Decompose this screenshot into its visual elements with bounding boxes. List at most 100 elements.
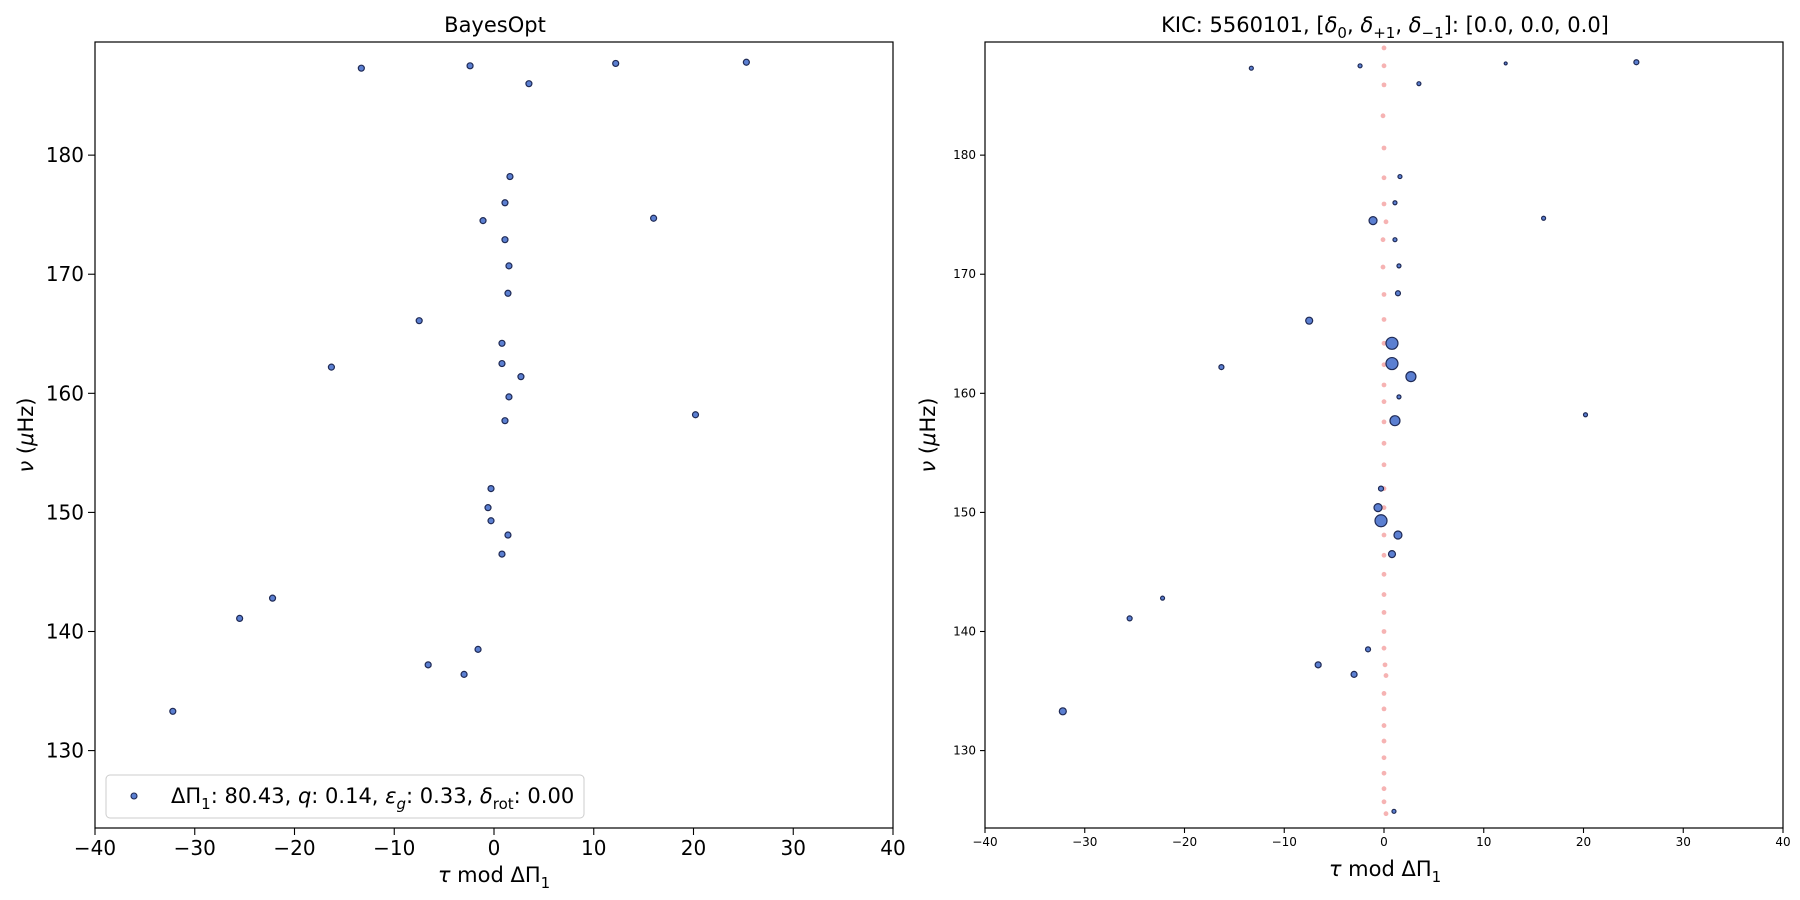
model-point (1381, 645, 1387, 651)
data-point (612, 59, 620, 68)
scatter-points (169, 58, 750, 715)
data-point (1126, 615, 1133, 622)
panel-bayesopt: BayesOpt −40 −30 −20 −10 0 10 20 30 40 130 140 150… (14, 13, 906, 892)
model-point (1381, 770, 1387, 776)
model-point (1381, 592, 1387, 597)
y-ticks: 130 140 150 160 170 180 (953, 148, 985, 758)
x-tick-label: 40 (1775, 835, 1790, 849)
model-point (1381, 145, 1387, 151)
model-point (1380, 237, 1386, 243)
model-point (1381, 440, 1387, 446)
data-point (1058, 707, 1067, 716)
data-point (1396, 263, 1402, 269)
model-point (1381, 175, 1387, 181)
data-point (1397, 173, 1403, 180)
model-point (1381, 723, 1387, 728)
data-point (474, 645, 482, 653)
data-point (498, 339, 506, 347)
data-point (236, 614, 244, 623)
data-point (1159, 595, 1166, 601)
y-ticks: 130 140 150 160 170 180 (46, 143, 95, 763)
data-point (357, 64, 365, 72)
data-point (1218, 364, 1225, 371)
model-point (1381, 706, 1387, 712)
data-point (1350, 670, 1358, 678)
data-point (742, 58, 750, 66)
x-tick-label: −30 (174, 836, 216, 860)
data-point (415, 317, 423, 325)
data-point (1377, 485, 1385, 492)
model-point (1380, 264, 1386, 270)
data-point (1314, 661, 1322, 669)
data-point (1396, 394, 1402, 400)
model-point (1381, 532, 1387, 538)
data-point (484, 504, 492, 512)
data-point (1385, 336, 1399, 350)
y-tick-label: 160 (46, 381, 84, 405)
model-point (1381, 571, 1387, 577)
y-tick-label: 180 (953, 148, 976, 162)
y-tick-label: 130 (953, 744, 976, 758)
data-point (169, 707, 177, 715)
y-tick-label: 160 (953, 386, 976, 400)
x-tick-label: 20 (681, 836, 706, 860)
y-tick-label: 130 (46, 739, 84, 763)
data-point (1405, 371, 1417, 383)
model-point (1381, 419, 1387, 425)
data-point (327, 363, 336, 371)
legend: ΔΠ1: 80.43, q: 0.14, εg: 0.33, δrot: 0.0… (105, 774, 585, 819)
model-point (1381, 362, 1387, 368)
y-tick-label: 170 (953, 267, 976, 281)
x-ticks: −40 −30 −20 −10 0 10 20 30 40 (74, 828, 906, 860)
y-tick-label: 180 (46, 143, 84, 167)
model-point (1381, 691, 1387, 696)
model-point (1381, 201, 1387, 207)
data-point (1385, 356, 1399, 371)
model-point (1381, 292, 1387, 297)
x-tick-label: −10 (373, 836, 415, 860)
data-point (479, 217, 487, 225)
y-axis-label: ν (μHz) (916, 398, 940, 473)
data-point (1540, 215, 1547, 221)
x-tick-label: 20 (1576, 835, 1591, 849)
data-point (1392, 237, 1398, 243)
x-tick-label: −10 (1272, 835, 1297, 849)
data-point (1416, 81, 1422, 87)
data-point (498, 359, 506, 368)
model-point (1381, 462, 1387, 468)
data-point (525, 80, 533, 88)
x-tick-label: 10 (1476, 835, 1491, 849)
model-point (1383, 673, 1389, 678)
y-axis-label: ν (μHz) (14, 398, 38, 473)
panel-kic: KIC: 5560101, [δ0, δ+1, δ−1]: [0.0, 0.0,… (916, 13, 1791, 886)
data-point (1368, 216, 1378, 226)
data-point (1394, 290, 1402, 297)
model-point (1381, 399, 1387, 405)
data-point (691, 411, 700, 419)
y-tick-label: 150 (953, 505, 976, 519)
data-point (501, 199, 509, 207)
data-point (1393, 530, 1403, 540)
model-point (1381, 610, 1387, 615)
data-point (1633, 59, 1640, 66)
data-point (1387, 549, 1397, 559)
data-point (1374, 514, 1388, 528)
data-point (268, 594, 277, 602)
model-point (1383, 219, 1389, 225)
data-point (517, 373, 525, 381)
x-tick-label: −40 (972, 835, 997, 849)
data-point (460, 670, 468, 678)
data-point (1248, 65, 1254, 71)
model-point (1381, 63, 1387, 69)
legend-marker (130, 792, 138, 800)
data-point (1391, 808, 1397, 814)
data-point (1373, 503, 1383, 513)
data-point (487, 517, 495, 525)
x-tick-label: 0 (488, 836, 501, 860)
model-point (1381, 738, 1387, 744)
data-point (424, 661, 432, 669)
data-point (505, 262, 513, 270)
x-tick-label: 30 (781, 836, 806, 860)
x-tick-label: 30 (1676, 835, 1691, 849)
